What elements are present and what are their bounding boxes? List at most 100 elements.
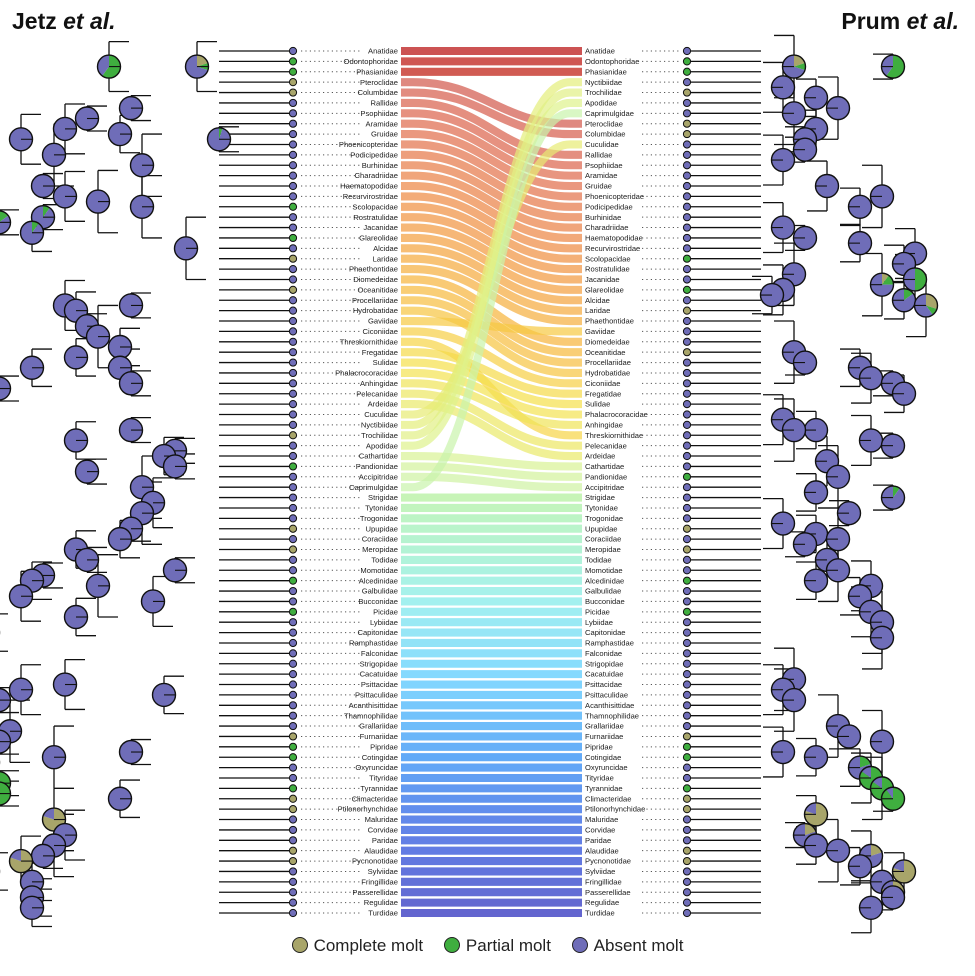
left-tip-dot xyxy=(288,732,298,741)
left-label-lybiidae: Lybiidae xyxy=(370,618,398,627)
right-label-phoenicopteridae: Phoenicopteridae xyxy=(585,192,644,201)
left-node-pie xyxy=(107,334,133,360)
right-pie-slice xyxy=(926,293,938,309)
right-label-gruidae: Gruidae xyxy=(585,182,612,191)
left-pie-slice xyxy=(219,127,223,140)
right-tip-dot xyxy=(682,555,692,564)
right-tip-dot xyxy=(682,483,692,492)
right-tip-dot xyxy=(682,618,692,627)
right-tip-dot xyxy=(682,254,692,263)
left-label-pteroclidae: Pteroclidae xyxy=(360,78,398,87)
left-label-phasianidae: Phasianidae xyxy=(356,67,398,76)
left-label-alcedinidae: Alcedinidae xyxy=(359,576,398,585)
right-label-hydrobatidae: Hydrobatidae xyxy=(585,369,630,378)
right-tip-dot xyxy=(682,898,692,907)
right-tip-dot xyxy=(682,815,692,824)
right-tip-dot xyxy=(682,472,692,481)
right-tip-dot xyxy=(682,586,692,596)
right-label-pandionidae: Pandionidae xyxy=(585,472,627,481)
right-tip-dot xyxy=(682,711,692,720)
left-tip-dot xyxy=(288,908,298,918)
right-node-pie xyxy=(891,859,917,884)
left-tip-dot xyxy=(288,503,298,513)
left-label-turdidae: Turdidae xyxy=(368,909,398,918)
left-label-fregatidae: Fregatidae xyxy=(362,348,398,357)
right-label-caprimulgidae: Caprimulgidae xyxy=(585,109,634,118)
right-tip-dot xyxy=(682,597,692,606)
right-node-pie xyxy=(792,225,818,251)
right-tip-dot xyxy=(682,348,692,357)
right-label-passerellidae: Passerellidae xyxy=(585,888,631,897)
left-node-pie xyxy=(151,682,177,708)
right-tip-dot xyxy=(682,431,692,440)
right-label-coraciidae: Coraciidae xyxy=(585,535,621,544)
left-tip-dot xyxy=(288,566,298,575)
right-label-psittacidae: Psittacidae xyxy=(585,680,622,689)
left-node-pie xyxy=(85,324,111,349)
left-label-ramphastidae: Ramphastidae xyxy=(349,639,398,648)
left-tip-dot xyxy=(288,597,298,606)
right-label-pteroclidae: Pteroclidae xyxy=(585,119,623,128)
right-pie-slice xyxy=(886,55,905,79)
right-tip-dot xyxy=(682,129,692,139)
left-tip-dot xyxy=(288,825,298,835)
ancestral-state-pies xyxy=(0,54,939,921)
left-node-pie xyxy=(63,604,89,630)
right-tip-dot xyxy=(682,358,692,367)
left-tip-dot xyxy=(288,784,298,793)
left-label-pipridae: Pipridae xyxy=(370,742,398,751)
left-tip-dot xyxy=(288,327,298,336)
left-tip-dot xyxy=(288,815,298,824)
left-label-scolopacidae: Scolopacidae xyxy=(352,202,398,211)
right-tip-dot xyxy=(682,296,692,305)
right-tip-dot xyxy=(682,649,692,658)
left-node-pie xyxy=(52,184,78,209)
left-tip-dot xyxy=(288,441,298,450)
right-node-pie xyxy=(803,568,829,593)
left-label-accipitridae: Accipitridae xyxy=(359,472,398,481)
left-label-strigopidae: Strigopidae xyxy=(360,659,398,668)
right-pie-slice xyxy=(871,844,882,856)
left-tip-dot xyxy=(288,171,298,180)
left-tip-dot xyxy=(288,316,298,326)
legend: Complete molt Partial molt Absent molt xyxy=(0,936,975,956)
left-tip-dot xyxy=(288,753,298,762)
left-node-pie xyxy=(173,236,199,261)
left-label-acanthisittidae: Acanthisittidae xyxy=(349,701,398,710)
right-label-momotidae: Momotidae xyxy=(585,566,623,575)
right-label-nyctibiidae: Nyctibiidae xyxy=(585,78,622,87)
left-node-pie xyxy=(107,786,133,811)
left-label-gaviidae: Gaviidae xyxy=(368,317,398,326)
right-node-pie xyxy=(825,838,851,863)
right-tip-dot xyxy=(682,119,692,128)
left-node-pie xyxy=(0,729,12,754)
right-node-pie xyxy=(847,230,873,256)
right-pie-slice xyxy=(805,802,816,815)
right-node-pie xyxy=(814,173,840,199)
right-tip-dot xyxy=(682,721,692,731)
left-node-pie xyxy=(52,116,78,142)
left-node-pie xyxy=(30,173,56,199)
right-label-meropidae: Meropidae xyxy=(585,545,621,554)
right-tip-dot xyxy=(682,514,692,523)
left-tip-dot xyxy=(288,555,298,564)
right-node-pie xyxy=(770,215,796,240)
left-tip-dot xyxy=(288,701,298,710)
left-label-recurvirostridae: Recurvirostridae xyxy=(343,192,398,201)
right-tip-dot xyxy=(682,264,692,274)
right-label-paridae: Paridae xyxy=(585,836,611,845)
tip-state-dots xyxy=(288,46,692,918)
left-node-pie xyxy=(85,189,111,214)
right-label-ardeidae: Ardeidae xyxy=(585,452,615,461)
right-label-jacanidae: Jacanidae xyxy=(585,275,620,284)
left-label-oxyruncidae: Oxyruncidae xyxy=(355,763,398,772)
right-node-pie xyxy=(792,532,818,557)
band-phoenicopteridae xyxy=(401,140,582,201)
taxon-labels: AnatidaeOdontophoridaePhasianidaePterocl… xyxy=(301,47,680,918)
left-node-pie xyxy=(19,355,45,380)
band-gruidae xyxy=(401,130,582,191)
right-pie-slice xyxy=(881,787,905,811)
band-ciconiidae xyxy=(401,327,582,388)
right-node-pie xyxy=(880,485,906,510)
left-label-cuculidae: Cuculidae xyxy=(364,410,398,419)
